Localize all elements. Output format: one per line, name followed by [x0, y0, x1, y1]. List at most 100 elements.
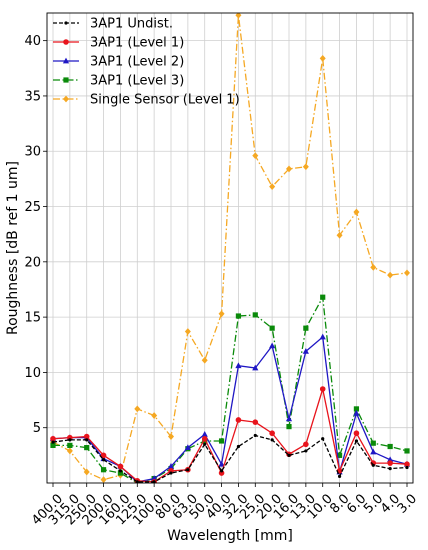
data-point [218, 438, 225, 444]
data-point [302, 348, 309, 354]
data-point [218, 310, 225, 318]
data-point [252, 152, 259, 160]
data-point [387, 456, 394, 463]
series-0 [51, 433, 409, 483]
series-line [52, 335, 408, 483]
data-point [83, 433, 90, 440]
data-point [51, 440, 55, 444]
data-point [269, 183, 276, 191]
legend-entry: 3AP1 (Level 2) [53, 55, 184, 70]
legend-entry: Single Sensor (Level 1) [53, 93, 240, 108]
legend: 3AP1 Undist. 3AP1 (Level 1) 3AP1 (Level 2)… [53, 17, 240, 108]
data-point [370, 440, 376, 446]
data-point [337, 474, 342, 478]
data-point [302, 163, 309, 171]
data-point [252, 419, 259, 425]
data-point [336, 452, 343, 458]
data-point [285, 415, 293, 422]
data-point [168, 468, 174, 474]
data-point [67, 442, 73, 448]
data-point [186, 468, 190, 472]
data-point [169, 471, 173, 475]
data-point [270, 438, 274, 442]
data-point [252, 312, 258, 318]
legend-marker [64, 21, 68, 25]
y-axis-label: Roughness [dB ref 1 um] [5, 161, 21, 335]
data-point [151, 412, 158, 419]
data-point [218, 470, 225, 476]
data-point [371, 463, 375, 467]
data-point [353, 406, 360, 412]
data-point [354, 439, 359, 443]
data-point [168, 433, 174, 440]
data-point [167, 463, 175, 469]
data-point [117, 463, 124, 470]
data-point [83, 468, 90, 476]
data-point [152, 480, 156, 483]
data-point [235, 313, 242, 319]
y-tick-label: 15 [24, 311, 41, 326]
data-point [68, 438, 72, 442]
data-point [269, 342, 276, 349]
legend-marker [63, 95, 69, 103]
data-point [85, 438, 89, 442]
legend-label: 3AP1 (Level 1) [90, 36, 184, 51]
data-point [50, 442, 56, 448]
x-tick-label: 3.0 [395, 491, 420, 516]
data-point [203, 442, 207, 446]
data-point [134, 405, 141, 413]
y-tick-label: 5 [33, 421, 41, 436]
data-point [252, 364, 259, 371]
x-axis-label: Wavelength [mm] [167, 528, 293, 544]
data-point [151, 475, 158, 481]
data-point [235, 417, 242, 423]
data-point [404, 269, 410, 277]
legend-marker [63, 77, 69, 83]
data-point [405, 465, 409, 470]
y-tick-label: 25 [24, 200, 41, 215]
data-point [201, 430, 208, 437]
y-tick-label: 40 [24, 34, 41, 49]
data-point [286, 424, 292, 430]
data-point [404, 461, 410, 468]
y-tick-label: 10 [24, 366, 41, 381]
y-tick-label: 35 [24, 89, 41, 104]
data-point [101, 458, 106, 462]
data-point [370, 448, 377, 455]
data-point [100, 476, 107, 483]
series-line [52, 434, 408, 483]
data-point [353, 430, 360, 437]
data-point [253, 433, 257, 438]
data-point [303, 441, 309, 448]
data-point [118, 469, 123, 473]
y-tick-label: 20 [24, 255, 41, 270]
data-point [388, 467, 392, 471]
y-tick-label: 30 [24, 145, 41, 160]
data-point [336, 231, 343, 239]
data-point [387, 460, 393, 466]
data-point [117, 470, 124, 476]
data-point [353, 409, 360, 416]
data-point [50, 435, 56, 442]
data-point [219, 469, 224, 473]
legend-marker [62, 57, 70, 64]
legend-label: 3AP1 (Level 2) [90, 55, 184, 70]
series-4 [50, 13, 410, 483]
data-point [287, 453, 291, 457]
data-point [319, 333, 326, 340]
data-point [66, 447, 73, 455]
data-point [269, 430, 275, 437]
data-point [218, 460, 225, 467]
legend-entry: 3AP1 Undist. [53, 17, 173, 32]
data-point [84, 445, 90, 451]
data-point [353, 208, 360, 216]
data-point [320, 294, 326, 300]
data-point [319, 386, 326, 392]
legend-label: 3AP1 Undist. [90, 17, 173, 32]
legend-entry: 3AP1 (Level 3) [53, 74, 184, 89]
legend-label: 3AP1 (Level 3) [90, 74, 184, 89]
data-point [370, 460, 377, 466]
data-point [201, 356, 208, 364]
